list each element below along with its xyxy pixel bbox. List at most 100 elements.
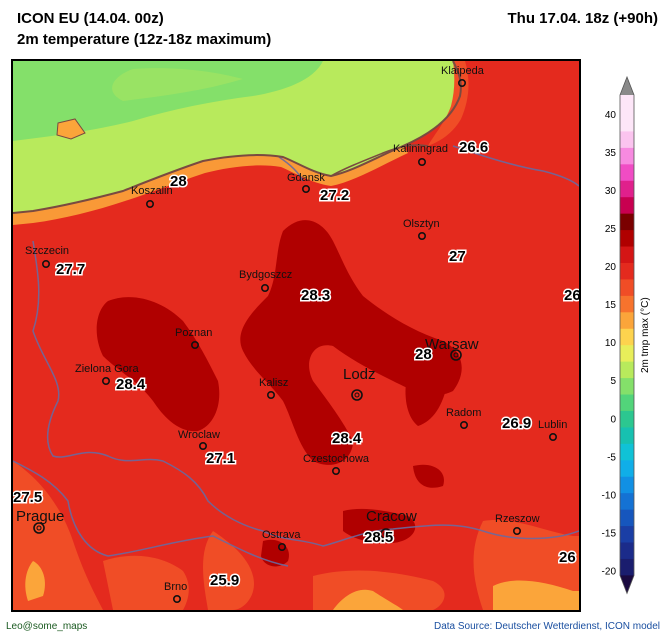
cities-layer: Klaipeda Kaliningrad Gdansk Koszalin Olsztyn… <box>16 65 567 603</box>
colorbar-segment <box>620 394 634 412</box>
colorbar-tick-label: 30 <box>605 186 617 197</box>
city-marker <box>146 200 155 209</box>
colorbar-tick-label: -15 <box>602 528 617 539</box>
baltic-sea-shade <box>13 61 323 141</box>
colorbar-segment <box>620 460 634 478</box>
colorbar-segment <box>620 262 634 280</box>
city-marker <box>199 441 208 450</box>
colorbar-segment <box>620 410 634 428</box>
colorbar-tick-label: -5 <box>607 452 616 463</box>
city-brno: Brno <box>164 581 187 603</box>
colorbar-segment <box>620 147 634 165</box>
colorbar-bottom-arrow <box>620 575 634 594</box>
colorbar: 40 35 30 25 20 15 10 5 0 -5 -10 -15 -20 2m tmp max (°… <box>602 75 651 595</box>
colorbar-segment <box>620 345 634 363</box>
city-marker <box>261 284 270 293</box>
colorbar-segment <box>620 197 634 215</box>
city-marker-inner <box>453 352 459 358</box>
temperature-value: 26.6 <box>459 139 488 156</box>
temperature-value: 26.9 <box>502 415 531 432</box>
city-marker <box>191 340 200 349</box>
country-borders <box>13 145 579 567</box>
city-klaipeda: Klaipeda <box>441 65 485 87</box>
city-czestochowa: Czestochowa <box>303 453 370 475</box>
temperature-value: 27.2 <box>320 187 349 204</box>
city-lublin: Lublin <box>538 419 567 441</box>
colorbar-tick-label: 10 <box>605 338 617 349</box>
map-canvas: Klaipeda Kaliningrad Gdansk Koszalin Olsztyn… <box>13 61 579 610</box>
city-label: Czestochowa <box>303 453 370 465</box>
parameter-title: 2m temperature (12z-18z maximum) <box>17 31 272 48</box>
temperature-value: 28.3 <box>301 287 330 304</box>
colorbar-segment <box>620 526 634 544</box>
colorbar-segment <box>620 509 634 527</box>
temperature-value: 28 <box>170 173 187 190</box>
colorbar-tick-label: 35 <box>605 148 617 159</box>
credit-text: Leo@some_maps <box>6 621 88 632</box>
model-run-title: ICON EU (14.04. 00z) <box>17 10 164 27</box>
temperature-value: 27.1 <box>206 450 235 467</box>
mountain-cool-regions <box>25 561 579 610</box>
city-radom: Radom <box>446 407 481 429</box>
city-rzeszow: Rzeszow <box>495 513 540 535</box>
colorbar-segment <box>620 230 634 248</box>
coastline <box>13 61 462 214</box>
colorbar-tick-label: 25 <box>605 224 617 235</box>
city-label: Szczecin <box>25 245 69 257</box>
colorbar-segment <box>620 115 634 132</box>
city-marker-inner <box>383 531 389 537</box>
city-poznan: Poznan <box>175 327 212 349</box>
city-label: Wroclaw <box>178 429 220 441</box>
colorbar-outline <box>619 75 635 595</box>
colorbar-segment <box>620 131 634 149</box>
colorbar-segment <box>620 95 634 116</box>
colorbar-segment <box>620 476 634 494</box>
temperature-value: 27 <box>449 248 466 265</box>
vistula-spit <box>330 144 429 177</box>
city-bydgoszcz: Bydgoszcz <box>239 269 292 293</box>
colorbar-tick-label: 0 <box>610 414 616 425</box>
temperature-value: 26 <box>564 287 579 304</box>
colorbar-segment <box>620 558 634 576</box>
city-label: Lublin <box>538 419 567 431</box>
colorbar-segment <box>620 180 634 198</box>
city-marker <box>450 349 462 361</box>
city-label: Zielona Gora <box>75 363 139 375</box>
city-marker <box>331 466 340 475</box>
city-label: Kaliningrad <box>393 143 448 155</box>
city-marker <box>351 389 363 401</box>
colorbar-segment <box>620 361 634 379</box>
colorbar-segment <box>620 164 634 182</box>
city-ostrava: Ostrava <box>262 529 301 551</box>
colorbar-segment <box>620 493 634 511</box>
colorbar-segment <box>620 312 634 330</box>
city-label: Ostrava <box>262 529 301 541</box>
city-lodz: Lodz <box>343 366 376 401</box>
city-gdansk: Gdansk <box>287 172 325 194</box>
city-kaliningrad: Kaliningrad <box>393 143 448 167</box>
city-marker <box>277 542 286 551</box>
city-label: Cracow <box>366 508 417 525</box>
city-marker <box>457 78 466 87</box>
city-prague: Prague <box>16 508 64 534</box>
city-marker-inner <box>354 392 360 398</box>
colorbar-segment <box>620 443 634 461</box>
temperature-value: 26 <box>559 549 576 566</box>
city-label: Olsztyn <box>403 218 440 230</box>
data-source-text: Data Source: Deutscher Wetterdienst, ICO… <box>433 621 660 632</box>
colorbar-axis-label: 2m tmp max (°C) <box>640 297 651 373</box>
city-label: Brno <box>164 581 187 593</box>
temperature-map[interactable]: Klaipeda Kaliningrad Gdansk Koszalin Olsztyn… <box>11 59 581 612</box>
colorbar-segment <box>620 378 634 396</box>
temperature-value: 28.4 <box>332 430 362 447</box>
colorbar-segment <box>620 246 634 264</box>
city-marker <box>417 232 426 241</box>
island <box>56 118 86 140</box>
colorbar-tick-label: 20 <box>605 262 617 273</box>
colorbar-segment <box>620 328 634 346</box>
temperature-value: 27.5 <box>13 489 42 506</box>
city-kalisz: Kalisz <box>259 377 288 399</box>
city-marker <box>548 432 557 441</box>
valid-time: Thu 17.04. 18z (+90h) <box>507 10 658 27</box>
city-label: Warsaw <box>425 336 479 353</box>
